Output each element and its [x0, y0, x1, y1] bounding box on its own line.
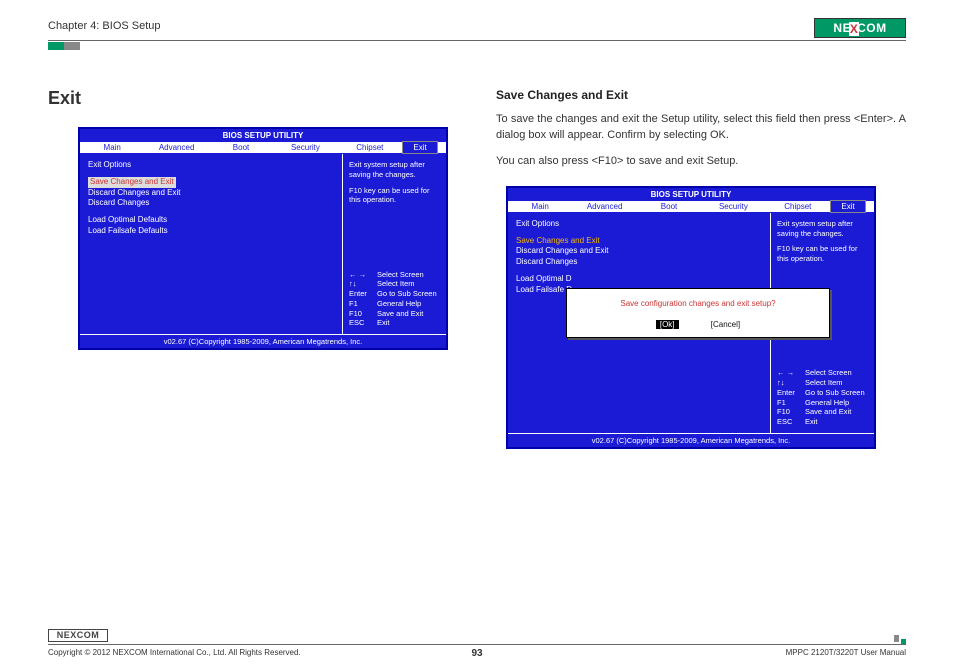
bios-title: BIOS SETUP UTILITY [508, 188, 874, 201]
bios-help-line1: Exit system setup after saving the chang… [777, 219, 868, 239]
page-number: 93 [471, 648, 482, 659]
bios-help-line2: F10 key can be used for this operation. [349, 186, 440, 206]
bios-key-legend: ← →Select Screen ↑↓Select Item EnterGo t… [349, 270, 440, 329]
page-header: Chapter 4: BIOS Setup NEXCOM [48, 20, 906, 48]
bios-tab-exit[interactable]: Exit [830, 200, 866, 213]
dialog-prompt: Save configuration changes and exit setu… [567, 299, 829, 308]
bios-section-label: Exit Options [516, 219, 762, 230]
bios-option-save-exit[interactable]: Save Changes and Exit [516, 236, 762, 247]
paragraph-2: You can also press <F10> to save and exi… [496, 154, 906, 170]
bios-section-label: Exit Options [88, 160, 334, 171]
footer-decoration [892, 635, 906, 645]
bios-tabs: Main Advanced Boot Security Chipset Exit [508, 201, 874, 213]
bios-key-legend: ← →Select Screen ↑↓Select Item EnterGo t… [777, 368, 868, 427]
bios-tab-security[interactable]: Security [273, 142, 337, 153]
heading-exit: Exit [48, 88, 468, 109]
bios-tab-main[interactable]: Main [80, 142, 144, 153]
chapter-title: Chapter 4: BIOS Setup [48, 20, 906, 32]
right-column: Save Changes and Exit To save the change… [496, 88, 906, 449]
bios-option-discard[interactable]: Discard Changes [88, 198, 334, 209]
bios-help-line2: F10 key can be used for this operation. [777, 244, 868, 264]
bios-option-load-optimal[interactable]: Load Optimal D [516, 274, 762, 285]
bios-tab-boot[interactable]: Boot [637, 201, 701, 212]
bios-option-discard-exit[interactable]: Discard Changes and Exit [88, 188, 334, 199]
bios-tab-chipset[interactable]: Chipset [338, 142, 402, 153]
footer-copyright: Copyright © 2012 NEXCOM International Co… [48, 648, 301, 657]
bios-tab-security[interactable]: Security [701, 201, 765, 212]
bios-footer: v02.67 (C)Copyright 1985-2009, American … [508, 433, 874, 447]
paragraph-1: To save the changes and exit the Setup u… [496, 112, 906, 144]
bios-option-save-exit[interactable]: Save Changes and Exit [88, 177, 176, 188]
bios-body: Exit Options Save Changes and Exit Disca… [80, 154, 446, 334]
bios-option-load-failsafe[interactable]: Load Failsafe Defaults [88, 226, 334, 237]
header-tab-decoration [48, 42, 80, 50]
bios-tab-main[interactable]: Main [508, 201, 572, 212]
bios-tab-advanced[interactable]: Advanced [144, 142, 208, 153]
doc-title: MPPC 2120T/3220T User Manual [786, 648, 906, 657]
header-rule [48, 40, 906, 41]
dialog-cancel-button[interactable]: [Cancel] [711, 320, 740, 329]
bios-help-line1: Exit system setup after saving the chang… [349, 160, 440, 180]
bios-option-discard[interactable]: Discard Changes [516, 257, 762, 268]
bios-screenshot-1: BIOS SETUP UTILITY Main Advanced Boot Se… [78, 127, 448, 350]
dialog-ok-button[interactable]: [Ok] [656, 320, 679, 329]
bios-help-panel: Exit system setup after saving the chang… [342, 154, 446, 334]
bios-option-load-optimal[interactable]: Load Optimal Defaults [88, 215, 334, 226]
bios-footer: v02.67 (C)Copyright 1985-2009, American … [80, 334, 446, 348]
left-column: Exit BIOS SETUP UTILITY Main Advanced Bo… [48, 88, 468, 350]
footer-logo-wrap: NEXCOM [48, 629, 108, 643]
bios-tab-advanced[interactable]: Advanced [572, 201, 636, 212]
bios-tab-chipset[interactable]: Chipset [766, 201, 830, 212]
bios-screenshot-2: BIOS SETUP UTILITY Main Advanced Boot Se… [506, 186, 876, 449]
nexcom-logo-small: NEXCOM [48, 629, 108, 642]
nexcom-logo: NEXCOM [814, 18, 906, 38]
bios-title: BIOS SETUP UTILITY [80, 129, 446, 142]
bios-options-panel: Exit Options Save Changes and Exit Disca… [80, 154, 342, 334]
bios-tabs: Main Advanced Boot Security Chipset Exit [80, 142, 446, 154]
bios-option-discard-exit[interactable]: Discard Changes and Exit [516, 246, 762, 257]
page-footer: NEXCOM Copyright © 2012 NEXCOM Internati… [48, 644, 906, 648]
heading-save-changes: Save Changes and Exit [496, 88, 906, 102]
bios-tab-boot[interactable]: Boot [209, 142, 273, 153]
confirm-dialog: Save configuration changes and exit setu… [566, 288, 830, 338]
bios-tab-exit[interactable]: Exit [402, 141, 438, 154]
